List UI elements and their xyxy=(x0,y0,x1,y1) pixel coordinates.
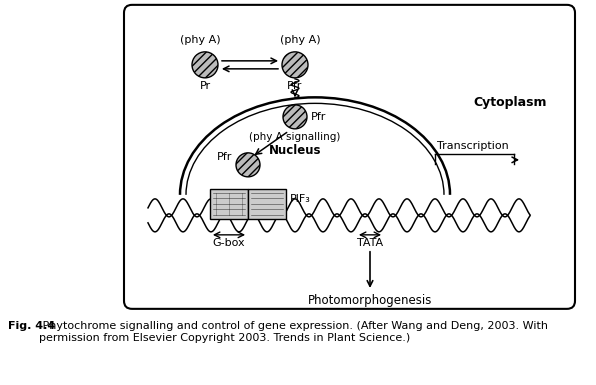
Text: Phytochrome signalling and control of gene expression. (After Wang and Deng, 200: Phytochrome signalling and control of ge… xyxy=(39,321,548,343)
Text: Fig. 4.4: Fig. 4.4 xyxy=(8,321,55,331)
FancyBboxPatch shape xyxy=(210,189,248,219)
Text: (phy A): (phy A) xyxy=(179,35,221,45)
Text: (phy A): (phy A) xyxy=(280,35,320,45)
Text: Pfr: Pfr xyxy=(287,81,303,91)
Text: Cytoplasm: Cytoplasm xyxy=(473,96,547,109)
Ellipse shape xyxy=(192,52,218,78)
Text: TATA: TATA xyxy=(357,238,383,248)
Ellipse shape xyxy=(282,52,308,78)
Text: Pr: Pr xyxy=(200,81,210,91)
FancyBboxPatch shape xyxy=(248,189,286,219)
Text: Pfr: Pfr xyxy=(216,152,232,162)
Ellipse shape xyxy=(236,153,260,177)
Text: Transcription: Transcription xyxy=(437,141,508,151)
Ellipse shape xyxy=(283,105,307,129)
Text: (phy A signalling): (phy A signalling) xyxy=(249,132,341,142)
Text: Nucleus: Nucleus xyxy=(269,144,321,157)
FancyBboxPatch shape xyxy=(124,5,575,309)
Text: G-box: G-box xyxy=(213,238,246,248)
Text: PlF₃: PlF₃ xyxy=(290,194,311,204)
Text: Pfr: Pfr xyxy=(311,112,327,122)
Text: Photomorphogenesis: Photomorphogenesis xyxy=(308,294,432,307)
